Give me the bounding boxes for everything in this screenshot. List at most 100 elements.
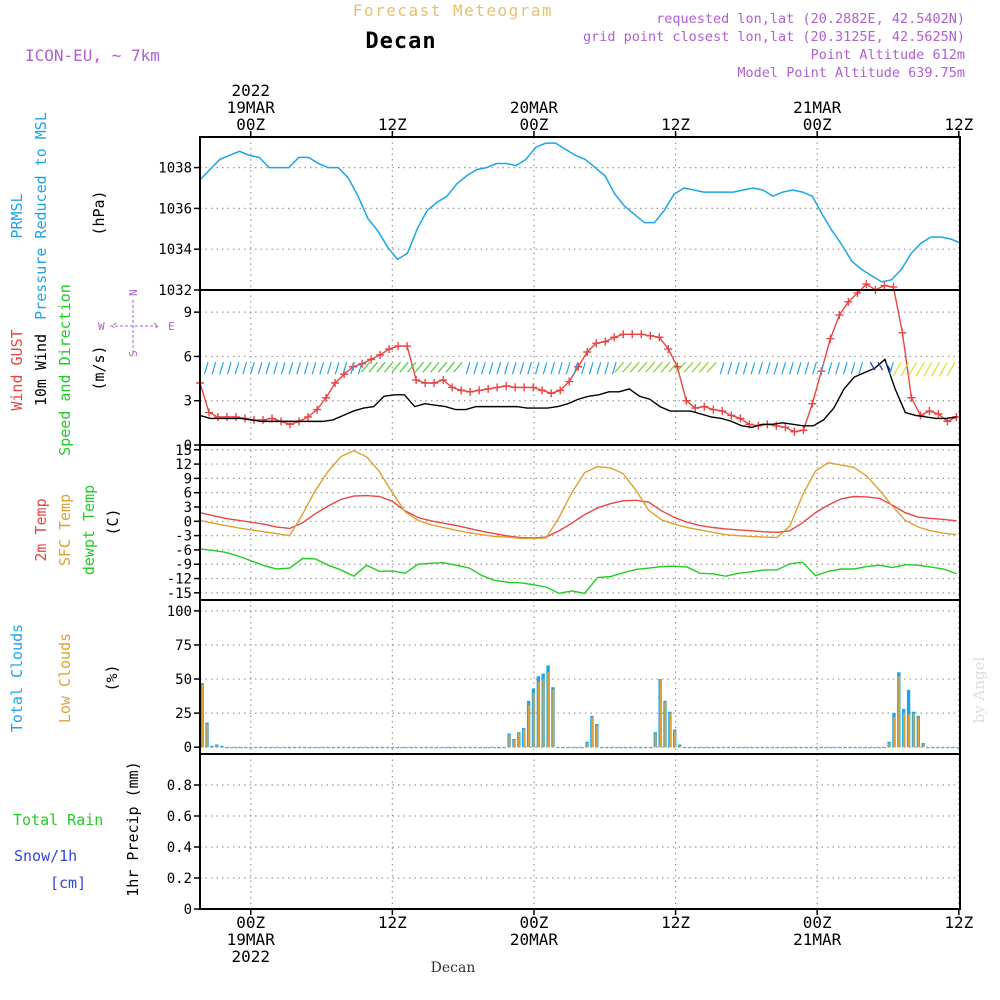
top-time-label: 20MAR xyxy=(510,98,559,117)
gust-marker xyxy=(709,405,718,414)
wind-direction-arrow xyxy=(504,362,509,375)
low-cloud-bar xyxy=(927,747,930,748)
low-cloud-bar xyxy=(644,747,647,748)
wind-direction-arrow xyxy=(889,362,894,375)
low-cloud-bar xyxy=(596,725,599,748)
low-cloud-bar xyxy=(523,729,525,748)
gust-marker xyxy=(529,383,538,392)
low-cloud-bar xyxy=(440,747,443,748)
panel-label: SFC Temp xyxy=(56,494,74,566)
wind-direction-arrow xyxy=(376,361,386,373)
low-cloud-bar xyxy=(303,747,306,748)
low-cloud-bar xyxy=(893,717,896,748)
y-tick-label: 15 xyxy=(175,443,192,459)
gust-marker xyxy=(259,415,268,424)
gust-marker xyxy=(205,408,214,417)
wind-direction-arrow xyxy=(407,361,417,373)
gust-marker xyxy=(700,402,709,411)
gust-marker xyxy=(484,384,493,393)
wind-direction-arrow xyxy=(211,362,217,375)
wind-direction-arrow xyxy=(342,362,348,375)
y-tick-label: 1032 xyxy=(158,283,192,299)
wind-direction-arrow xyxy=(399,361,409,373)
low-cloud-bar xyxy=(410,747,413,748)
top-time-label: 19MAR xyxy=(227,98,276,117)
gridpoint-coords: grid point closest lon,lat (20.3125E, 42… xyxy=(583,29,965,45)
compass-arrows xyxy=(110,300,160,352)
wind-direction-arrow xyxy=(226,362,232,375)
panel-label: dewpt Temp xyxy=(80,485,98,575)
wind-direction-arrow xyxy=(288,362,294,375)
low-cloud-bar xyxy=(415,747,418,748)
y-tick-label: 75 xyxy=(175,638,192,654)
y-tick-label: 1038 xyxy=(158,161,192,177)
gust-marker xyxy=(394,342,403,351)
low-cloud-bar xyxy=(635,747,637,748)
low-cloud-bar xyxy=(849,747,852,748)
gust-marker xyxy=(835,311,844,320)
wind-direction-arrow xyxy=(534,362,540,375)
y-tick-label: -15 xyxy=(167,586,192,602)
y-tick-label: 100 xyxy=(167,604,192,620)
unit-label: (m/s) xyxy=(90,345,108,390)
wind-direction-arrow xyxy=(758,362,763,375)
wind-direction-arrow xyxy=(938,361,948,377)
wind-direction-arrow xyxy=(488,362,494,375)
y-tick-label: 3 xyxy=(184,500,192,516)
low-cloud-bar xyxy=(654,733,657,748)
wind-direction-arrow xyxy=(357,362,363,375)
y-tick-label: 0 xyxy=(184,902,192,918)
total-cloud-bar xyxy=(210,745,214,748)
requested-coords: requested lon,lat (20.2882E, 42.5402N) xyxy=(656,11,965,27)
low-cloud-bar xyxy=(800,747,803,748)
gust-marker xyxy=(403,342,412,351)
top-time-label: 00Z xyxy=(520,115,549,134)
wind-direction-arrow xyxy=(565,362,571,375)
gust-marker xyxy=(547,389,556,398)
wind-direction-arrow xyxy=(368,361,378,373)
low-cloud-bar xyxy=(337,747,340,748)
low-cloud-bar xyxy=(362,747,365,748)
panel-frame xyxy=(199,444,961,601)
y-tick-label: 0.6 xyxy=(167,809,192,825)
wind-direction-arrow xyxy=(611,362,617,375)
bottom-time-label: 21MAR xyxy=(793,930,842,949)
wind-direction-arrow xyxy=(445,361,455,373)
low-cloud-bar xyxy=(318,747,321,748)
gust-marker xyxy=(538,386,547,395)
wind-direction-arrow xyxy=(527,362,532,375)
gust-marker xyxy=(385,345,394,354)
low-cloud-bar xyxy=(941,747,944,748)
wind-direction-arrow xyxy=(858,362,864,375)
wind-direction-arrow xyxy=(804,362,810,375)
bottom-time-label: 00Z xyxy=(803,913,832,932)
low-cloud-bar xyxy=(571,747,574,748)
low-cloud-bar xyxy=(820,747,823,748)
low-cloud-bar xyxy=(776,747,779,748)
low-cloud-bar xyxy=(532,692,535,748)
low-cloud-bar xyxy=(912,713,915,748)
gust-marker xyxy=(925,407,934,416)
low-cloud-bar xyxy=(406,747,409,748)
low-cloud-bar xyxy=(269,747,272,748)
low-cloud-bar xyxy=(294,747,296,748)
main-title: Forecast Meteogram xyxy=(353,1,553,20)
low-cloud-bar xyxy=(834,747,837,748)
gust-marker xyxy=(502,381,511,390)
low-cloud-bar xyxy=(669,713,672,748)
panel-label: 10m Wind xyxy=(32,334,50,406)
y-tick-label: 0.4 xyxy=(167,840,192,856)
location-title: Decan xyxy=(365,29,436,54)
wind-direction-arrow xyxy=(796,362,802,375)
wind-direction-arrow xyxy=(481,362,486,375)
low-cloud-bar xyxy=(391,747,394,748)
gust-marker xyxy=(475,386,484,395)
y-tick-label: 9 xyxy=(184,305,192,321)
footer-location: Decan xyxy=(431,960,476,976)
low-cloud-bar xyxy=(951,747,954,748)
y-tick-label: -3 xyxy=(175,529,192,545)
gust-marker xyxy=(844,297,853,306)
low-cloud-bar xyxy=(708,747,711,748)
wind-direction-arrow xyxy=(915,361,925,377)
low-cloud-bar xyxy=(659,680,662,748)
